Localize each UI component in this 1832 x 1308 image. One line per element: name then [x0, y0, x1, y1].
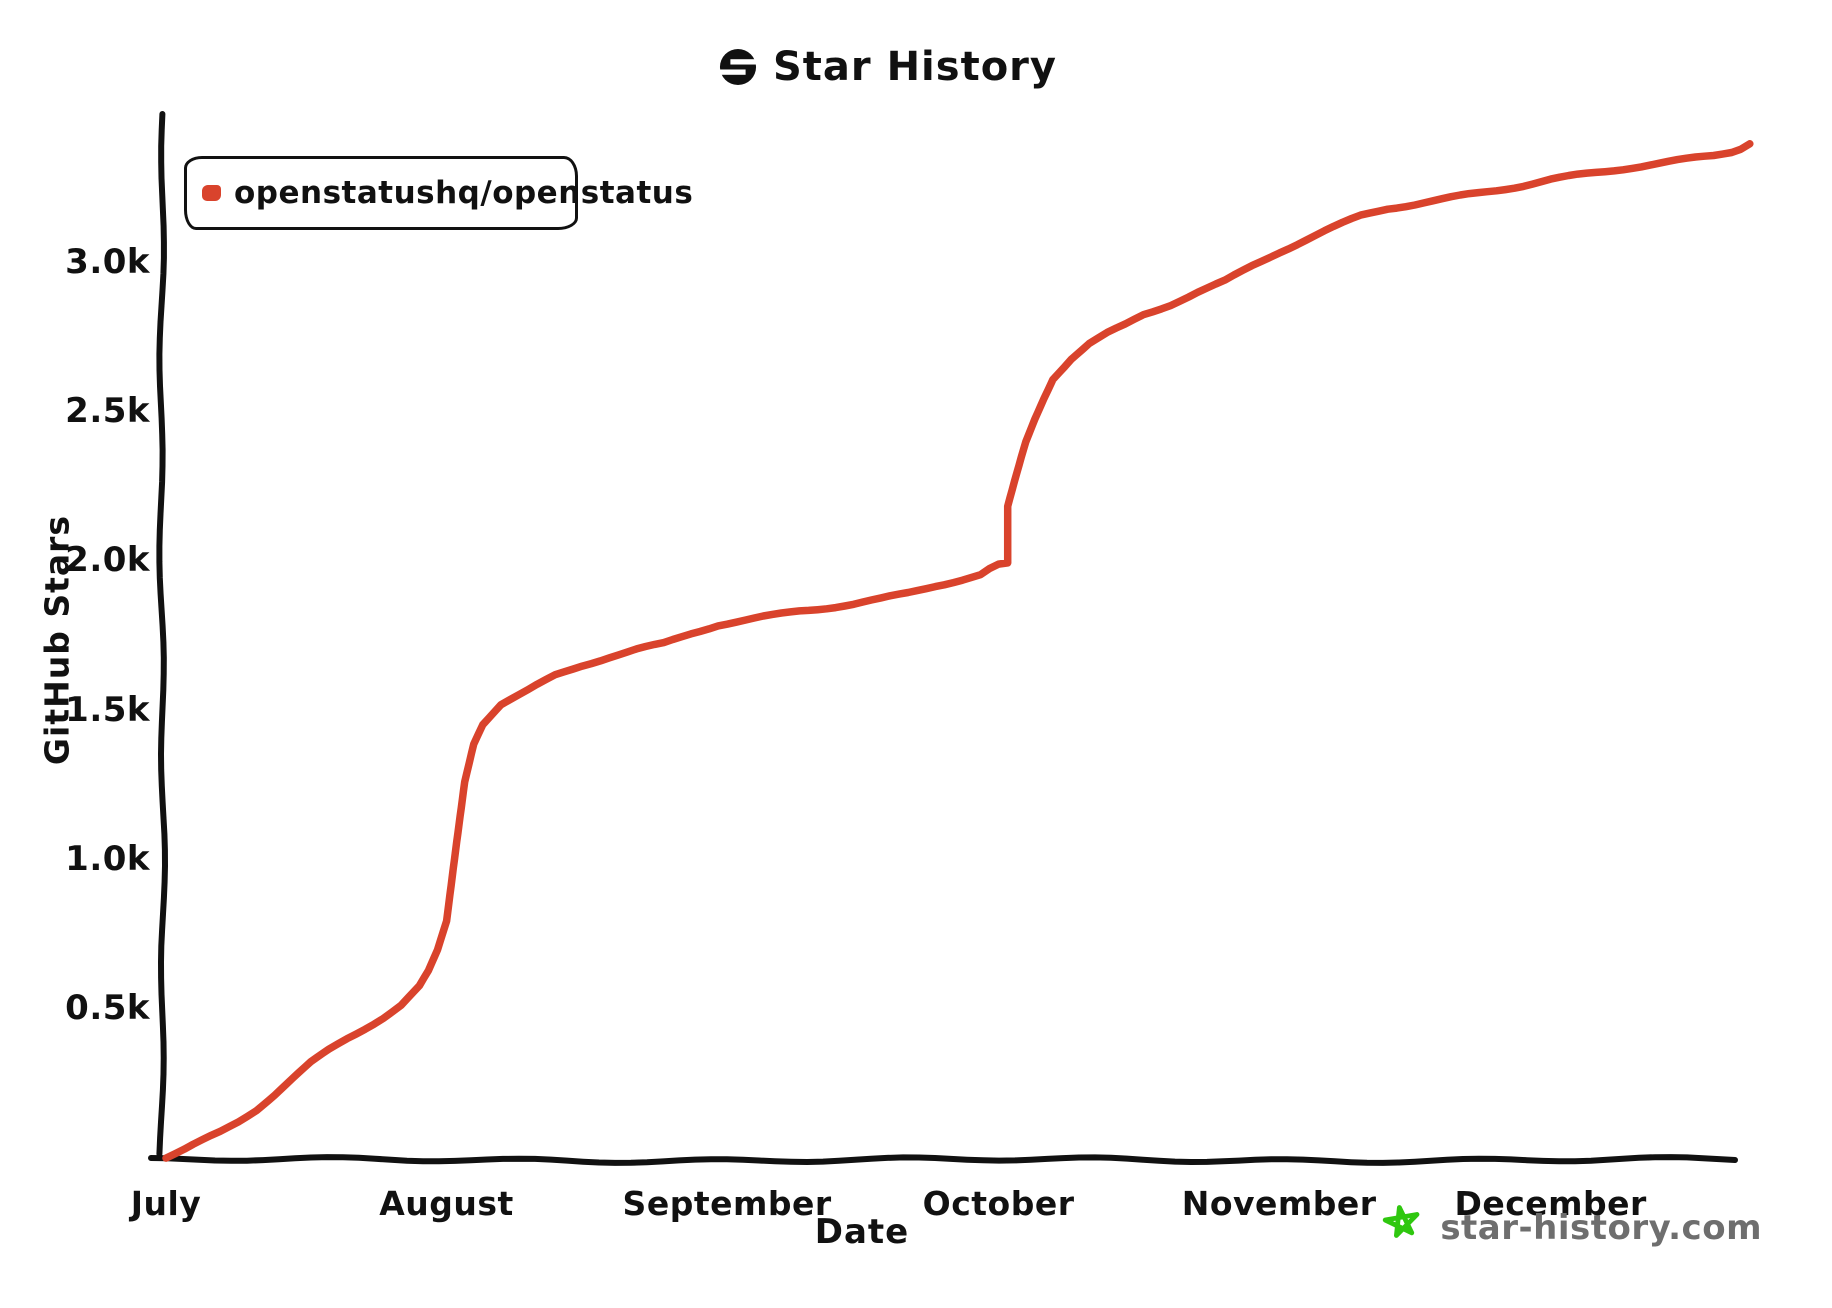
x-tick-label-july: July [130, 1184, 202, 1223]
watermark-text: star-history.com [1440, 1208, 1762, 1248]
y-tick-label-2.0k: 2.0k [65, 540, 150, 581]
star-history-logo-icon [719, 48, 757, 86]
y-tick-label-1.5k: 1.5k [65, 689, 150, 730]
legend: openstatushq/openstatus [184, 156, 693, 230]
green-star-icon [1383, 1205, 1420, 1238]
legend-series-label: openstatushq/openstatus [234, 175, 694, 211]
y-axis-line [156, 111, 168, 1157]
y-tick-label-1.0k: 1.0k [65, 838, 150, 879]
x-tick-label-november: November [1181, 1184, 1377, 1223]
y-tick-label-0.5k: 0.5k [65, 987, 150, 1028]
x-tick-label-october: October [922, 1184, 1075, 1223]
legend-series-marker [202, 185, 221, 201]
chart-header: Star History [0, 44, 1804, 90]
y-tick-label-2.5k: 2.5k [65, 391, 150, 432]
x-tick-label-september: September [622, 1184, 832, 1223]
y-tick-label-3.0k: 3.0k [65, 242, 150, 283]
x-axis-line [148, 1154, 1738, 1166]
x-tick-label-december: December [1454, 1184, 1647, 1223]
watermark: star-history.com [1378, 1202, 1762, 1254]
x-tick-label-august: August [379, 1184, 514, 1223]
x-axis-title: Date [814, 1212, 910, 1252]
page-title: Star History [773, 44, 1057, 90]
series-line-0 [162, 140, 1754, 1162]
